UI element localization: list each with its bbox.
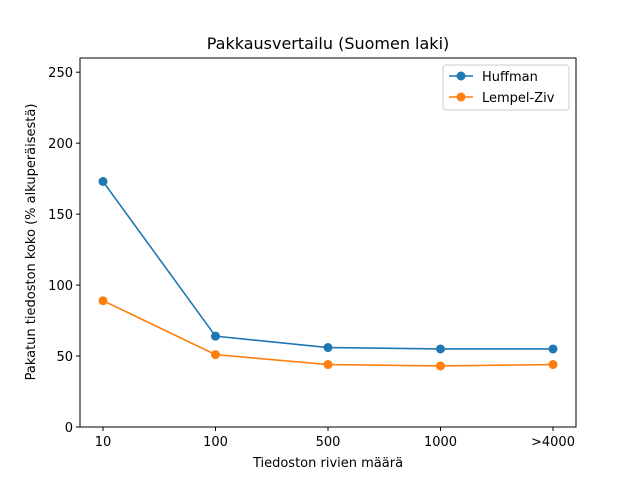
legend-item: Huffman xyxy=(449,70,538,85)
legend-marker xyxy=(456,92,466,102)
legend-label: Lempel-Ziv xyxy=(482,91,555,106)
x-tick-label: >4000 xyxy=(531,435,575,450)
plot-area xyxy=(98,176,558,371)
legend-frame xyxy=(442,64,570,111)
y-axis-label: Pakatun tiedoston koko (% alkuperäisestä… xyxy=(24,104,39,381)
y-tick-label: 200 xyxy=(48,137,73,152)
data-point xyxy=(98,296,108,306)
series-lempel-ziv xyxy=(98,296,558,371)
legend-marker xyxy=(456,71,466,81)
chart-title: Pakkausvertailu (Suomen laki) xyxy=(207,34,450,53)
data-point xyxy=(436,344,445,354)
series-huffman xyxy=(98,176,558,354)
y-tick-label: 250 xyxy=(48,66,73,81)
x-tick-label: 10 xyxy=(95,435,112,450)
plot-frame xyxy=(79,57,577,428)
series-line xyxy=(102,181,553,350)
x-axis-label: Tiedoston rivien määrä xyxy=(252,456,403,471)
data-point xyxy=(98,176,108,186)
legend-item: Lempel-Ziv xyxy=(449,91,555,106)
data-point xyxy=(548,360,558,370)
x-tick-label: 1000 xyxy=(424,435,457,450)
x-tick-label: 100 xyxy=(203,435,228,450)
data-point xyxy=(211,350,220,360)
x-tick-label: 500 xyxy=(316,435,341,450)
data-point xyxy=(548,344,558,354)
legend: Huffman Lempel-Ziv xyxy=(442,64,570,111)
data-point xyxy=(436,361,445,371)
legend-label: Huffman xyxy=(482,70,538,85)
y-tick-label: 150 xyxy=(48,208,73,223)
data-point xyxy=(323,343,333,353)
y-tick-label: 100 xyxy=(48,279,73,294)
series-line xyxy=(102,299,554,367)
y-tick-label: 0 xyxy=(65,421,73,436)
axis-ticks: 10 100 500 1000 >4000 0 50 100 150 200 250 xyxy=(48,66,575,450)
y-tick-label: 50 xyxy=(56,350,73,365)
data-point xyxy=(211,331,220,341)
data-point xyxy=(323,360,333,370)
